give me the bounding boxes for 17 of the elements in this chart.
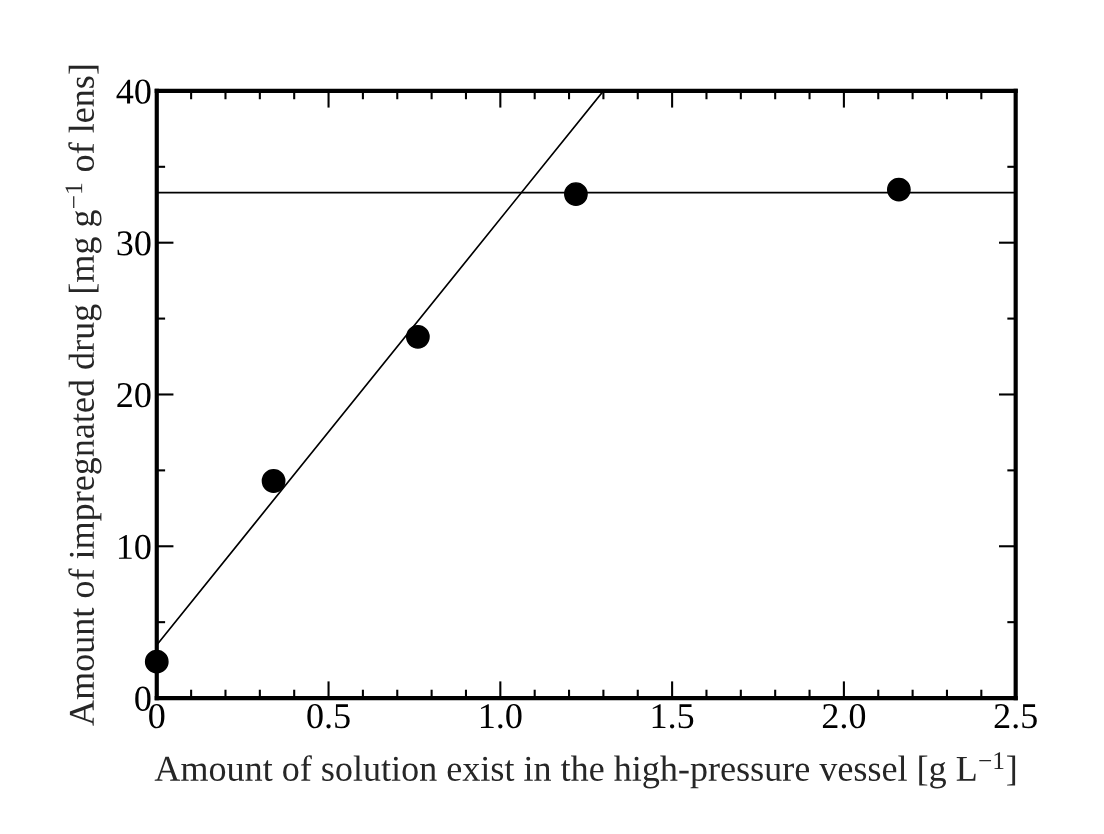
x-tick-label: 0.5: [307, 703, 350, 729]
x-axis-title: Amount of solution exist in the high-pressure vessel [g L$^{−1}$]: [154, 752, 1016, 789]
y-tick-label: 40: [116, 79, 151, 104]
point: [261, 469, 286, 493]
point: [405, 324, 430, 349]
x-tick-label: 2.5: [994, 704, 1037, 729]
point: [886, 177, 911, 202]
point: [564, 182, 588, 207]
x-tick-label: 1.5: [652, 704, 694, 729]
x-tick-label: 1.0: [480, 703, 522, 729]
point: [144, 649, 169, 674]
x-tick-label: 2.0: [822, 703, 866, 729]
y-tick-label: 30: [117, 231, 151, 256]
y-axis-title: Amount of impregnated drug [mg g$^{−1}$ of lens]: [65, 65, 102, 726]
y-tick-label: 10: [118, 534, 151, 560]
y-tick-label: 20: [117, 383, 151, 408]
y-tick-label: 0: [135, 686, 151, 711]
